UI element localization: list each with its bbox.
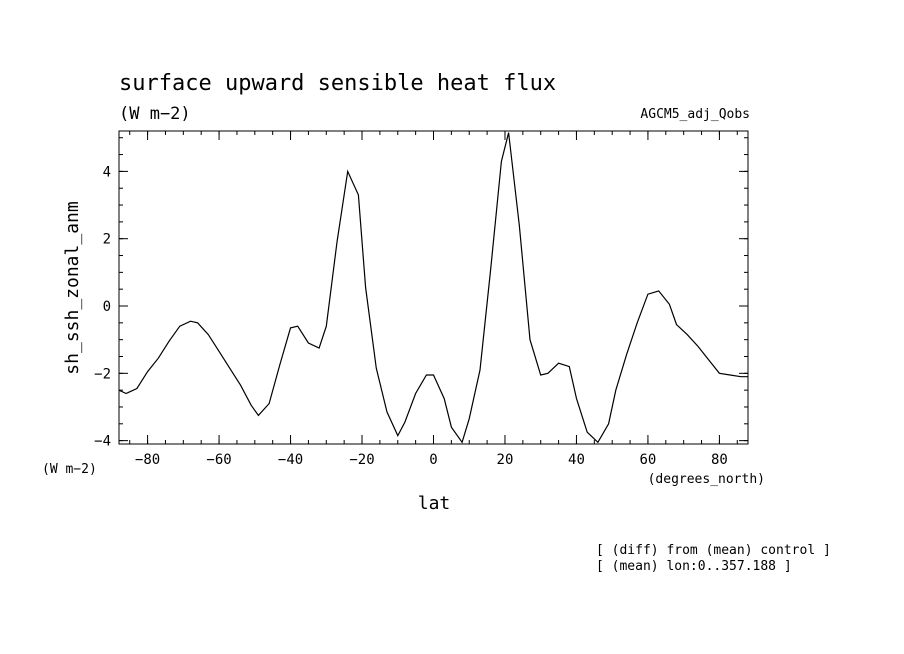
experiment-label: AGCM5_adj_Qobs [640,107,750,122]
x-tick-label: 60 [640,452,657,468]
x-axis-label: lat [418,493,451,514]
x-axis-units: (degrees_north) [648,472,765,487]
note-diff: [ (diff) from (mean) control ] [596,543,831,558]
series-line [118,132,748,444]
plot-frame [118,130,749,445]
y-tick-label: 4 [103,164,111,180]
x-tick-label: 40 [568,452,585,468]
x-tick-label: −20 [349,452,374,468]
y-axis-label: sh_ssh_zonal_anm [62,201,83,374]
chart-subtitle-units: (W m−2) [119,104,191,124]
x-tick-label: −80 [135,452,160,468]
y-axis-units: (W m−2) [42,462,97,477]
note-mean: [ (mean) lon:0..357.188 ] [596,559,792,574]
y-tick-label: −2 [94,366,111,382]
x-tick-label: −60 [206,452,231,468]
y-tick-label: 0 [103,299,111,315]
x-tick-label: −40 [278,452,303,468]
x-tick-label: 20 [497,452,514,468]
x-tick-label: 0 [429,452,437,468]
y-tick-label: 2 [103,232,111,248]
y-tick-label: −4 [94,434,111,450]
x-tick-label: 80 [711,452,728,468]
chart-title: surface upward sensible heat flux [119,71,556,96]
